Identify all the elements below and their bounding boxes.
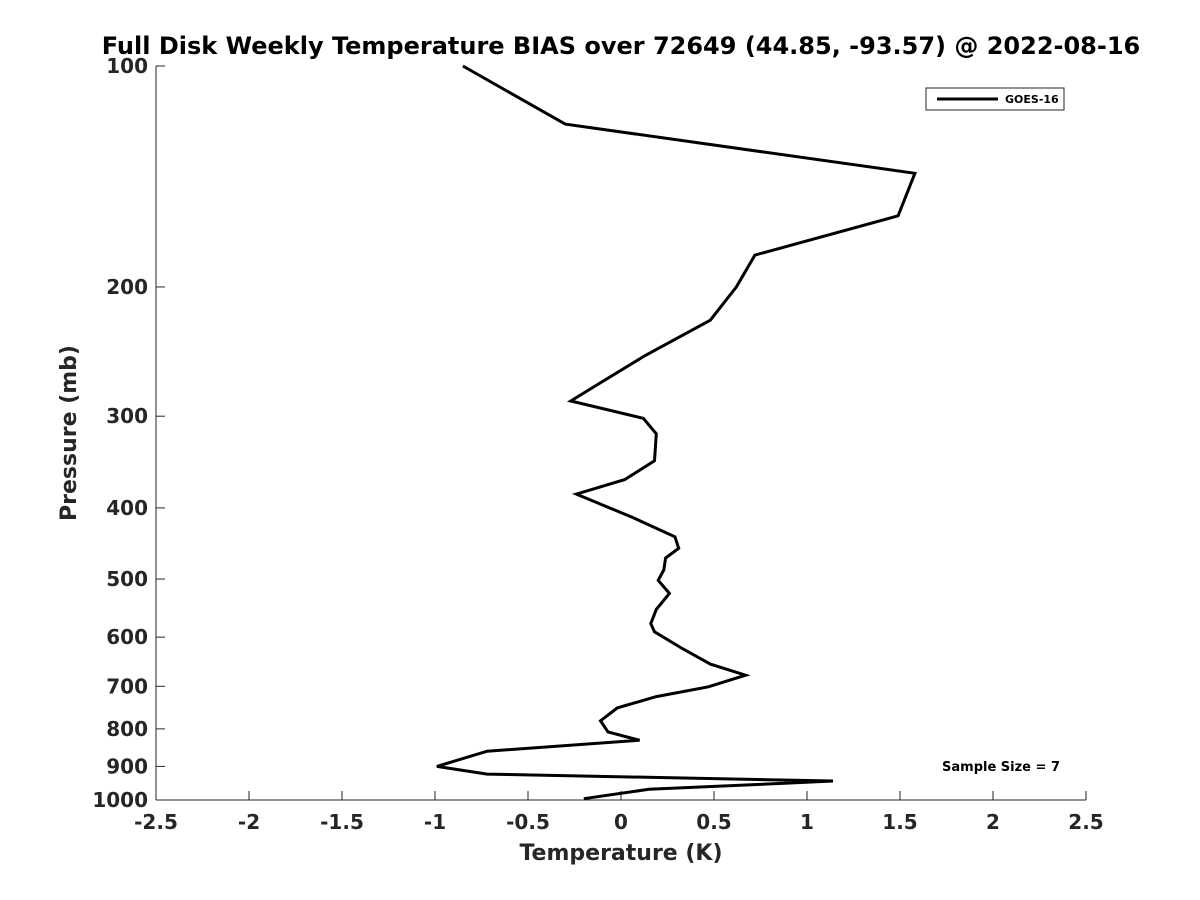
series-line-goes-16: [436, 64, 917, 801]
x-tick-label: -0.5: [506, 810, 550, 834]
y-tick-label: 1000: [92, 788, 148, 812]
x-tick-label: 1: [800, 810, 814, 834]
x-tick-label: -2.5: [134, 810, 178, 834]
x-axis-ticks: -2.5 -2 -1.5 -1 -0.5 0 0.5 1 1.5 2 2.5: [134, 791, 1104, 834]
x-tick-label: 2.5: [1068, 810, 1103, 834]
y-tick-label: 200: [106, 275, 148, 299]
y-tick-label: 700: [106, 674, 148, 698]
x-tick-label: -1.5: [320, 810, 364, 834]
chart-title: Full Disk Weekly Temperature BIAS over 7…: [102, 32, 1141, 60]
y-tick-label: 300: [106, 404, 148, 428]
sample-size-annotation: Sample Size = 7: [942, 760, 1060, 775]
x-tick-label: 1.5: [882, 810, 917, 834]
x-tick-label: -1: [424, 810, 446, 834]
x-axis-label: Temperature (K): [519, 841, 722, 866]
y-tick-label: 400: [106, 496, 148, 520]
y-tick-label: 800: [106, 717, 148, 741]
series-layer: [436, 64, 917, 801]
legend-entry-goes-16: GOES-16: [1005, 93, 1059, 106]
x-tick-label: 0.5: [696, 810, 731, 834]
y-tick-label: 900: [106, 754, 148, 778]
x-tick-label: -2: [238, 810, 260, 834]
y-axis-label: Pressure (mb): [57, 345, 82, 521]
x-tick-label: 2: [986, 810, 1000, 834]
y-tick-label: 600: [106, 625, 148, 649]
y-tick-label: 100: [106, 54, 148, 78]
y-axis-ticks: 100 200 300 400 500 600 700 800 900 1000: [92, 54, 165, 812]
x-tick-label: 0: [614, 810, 628, 834]
legend: GOES-16: [925, 87, 1065, 111]
y-tick-label: 500: [106, 567, 148, 591]
